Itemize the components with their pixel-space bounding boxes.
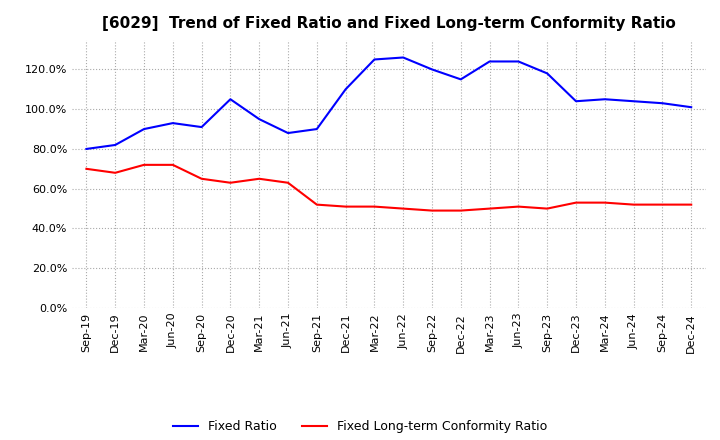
Fixed Long-term Conformity Ratio: [140, 162, 148, 168]
Fixed Long-term Conformity Ratio: [226, 180, 235, 185]
Fixed Long-term Conformity Ratio: [312, 202, 321, 207]
Fixed Long-term Conformity Ratio: [572, 200, 580, 205]
Fixed Ratio: [168, 121, 177, 126]
Fixed Long-term Conformity Ratio: [687, 202, 696, 207]
Fixed Long-term Conformity Ratio: [658, 202, 667, 207]
Fixed Long-term Conformity Ratio: [543, 206, 552, 211]
Legend: Fixed Ratio, Fixed Long-term Conformity Ratio: Fixed Ratio, Fixed Long-term Conformity …: [168, 415, 552, 438]
Fixed Long-term Conformity Ratio: [629, 202, 638, 207]
Fixed Long-term Conformity Ratio: [514, 204, 523, 209]
Fixed Ratio: [111, 142, 120, 147]
Title: [6029]  Trend of Fixed Ratio and Fixed Long-term Conformity Ratio: [6029] Trend of Fixed Ratio and Fixed Lo…: [102, 16, 675, 32]
Fixed Long-term Conformity Ratio: [370, 204, 379, 209]
Fixed Ratio: [543, 71, 552, 76]
Fixed Long-term Conformity Ratio: [341, 204, 350, 209]
Fixed Ratio: [140, 126, 148, 132]
Fixed Long-term Conformity Ratio: [111, 170, 120, 176]
Fixed Ratio: [572, 99, 580, 104]
Fixed Long-term Conformity Ratio: [600, 200, 609, 205]
Fixed Ratio: [399, 55, 408, 60]
Fixed Ratio: [514, 59, 523, 64]
Fixed Ratio: [370, 57, 379, 62]
Fixed Ratio: [312, 126, 321, 132]
Fixed Long-term Conformity Ratio: [428, 208, 436, 213]
Line: Fixed Long-term Conformity Ratio: Fixed Long-term Conformity Ratio: [86, 165, 691, 211]
Fixed Ratio: [485, 59, 494, 64]
Fixed Ratio: [284, 130, 292, 136]
Fixed Ratio: [341, 87, 350, 92]
Fixed Long-term Conformity Ratio: [284, 180, 292, 185]
Fixed Ratio: [197, 125, 206, 130]
Fixed Ratio: [600, 97, 609, 102]
Fixed Ratio: [82, 147, 91, 152]
Fixed Ratio: [658, 101, 667, 106]
Fixed Long-term Conformity Ratio: [485, 206, 494, 211]
Line: Fixed Ratio: Fixed Ratio: [86, 58, 691, 149]
Fixed Ratio: [687, 105, 696, 110]
Fixed Long-term Conformity Ratio: [399, 206, 408, 211]
Fixed Long-term Conformity Ratio: [168, 162, 177, 168]
Fixed Long-term Conformity Ratio: [197, 176, 206, 181]
Fixed Ratio: [255, 117, 264, 122]
Fixed Ratio: [428, 67, 436, 72]
Fixed Long-term Conformity Ratio: [82, 166, 91, 172]
Fixed Ratio: [629, 99, 638, 104]
Fixed Ratio: [456, 77, 465, 82]
Fixed Long-term Conformity Ratio: [255, 176, 264, 181]
Fixed Long-term Conformity Ratio: [456, 208, 465, 213]
Fixed Ratio: [226, 97, 235, 102]
